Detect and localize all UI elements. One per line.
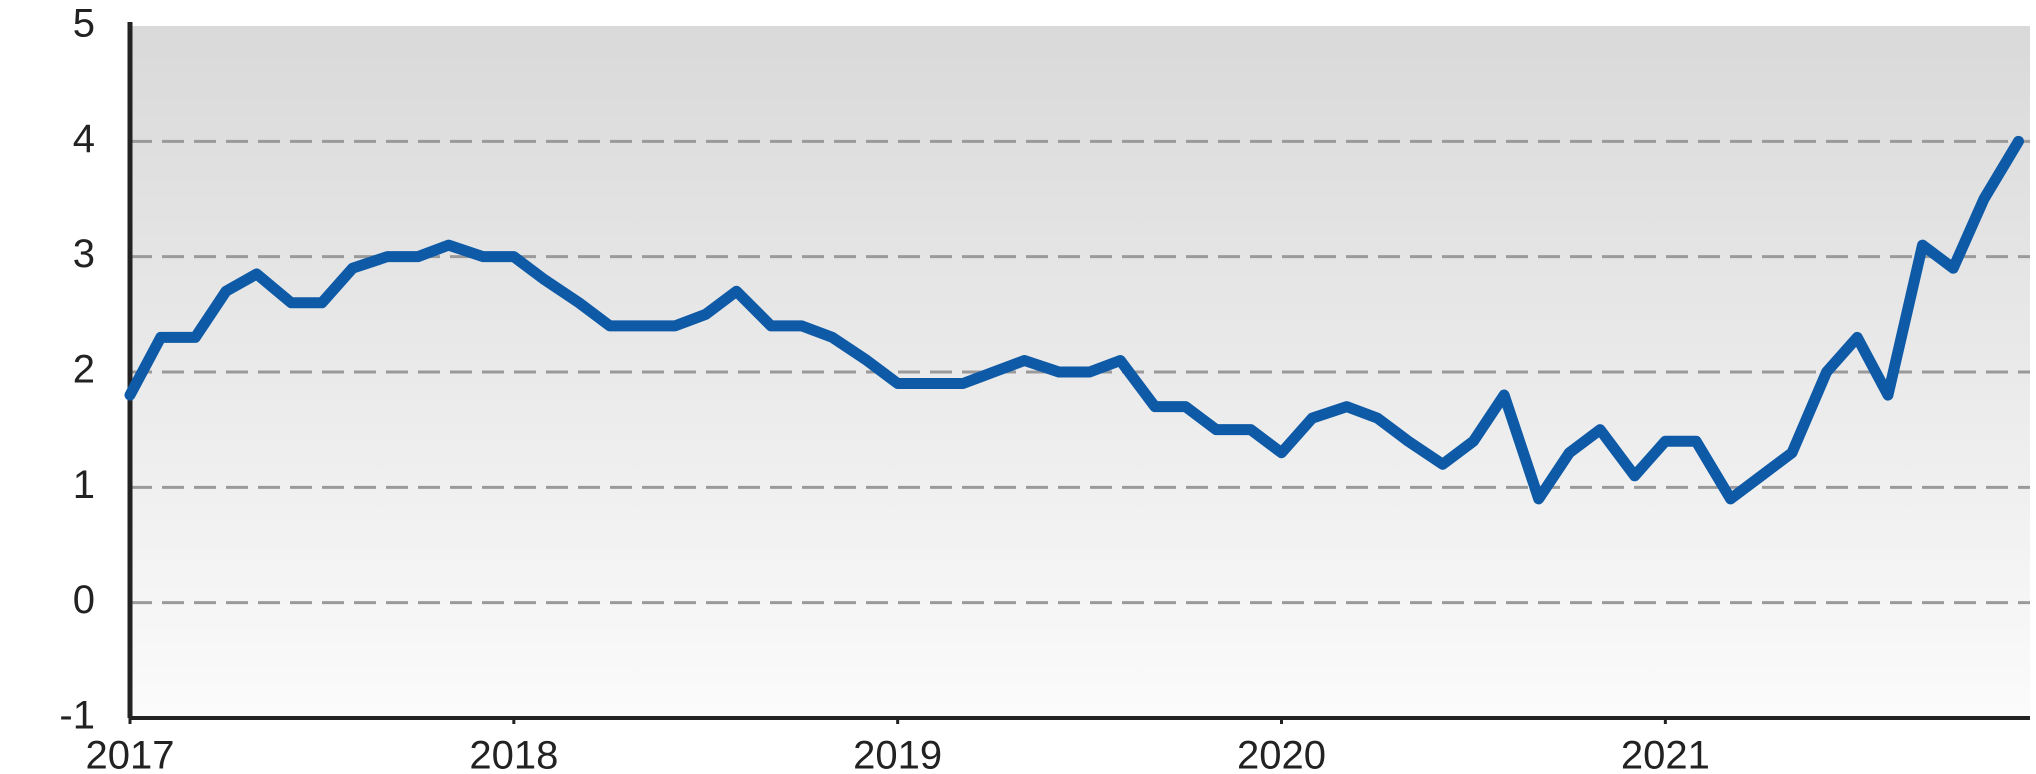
y-tick-label: 4: [73, 117, 95, 161]
y-tick-label: -1: [59, 694, 95, 738]
x-tick-label: 2019: [853, 734, 942, 774]
y-tick-label: 1: [73, 463, 95, 507]
y-tick-label: 0: [73, 578, 95, 622]
y-tick-label: 2: [73, 348, 95, 392]
x-tick-label: 2020: [1237, 734, 1326, 774]
y-tick-label: 3: [73, 232, 95, 276]
y-tick-label: 5: [73, 2, 95, 46]
x-tick-label: 2017: [86, 734, 175, 774]
x-tick-label: 2018: [469, 734, 558, 774]
x-tick-label: 2021: [1621, 734, 1710, 774]
line-series: [124, 135, 2024, 505]
